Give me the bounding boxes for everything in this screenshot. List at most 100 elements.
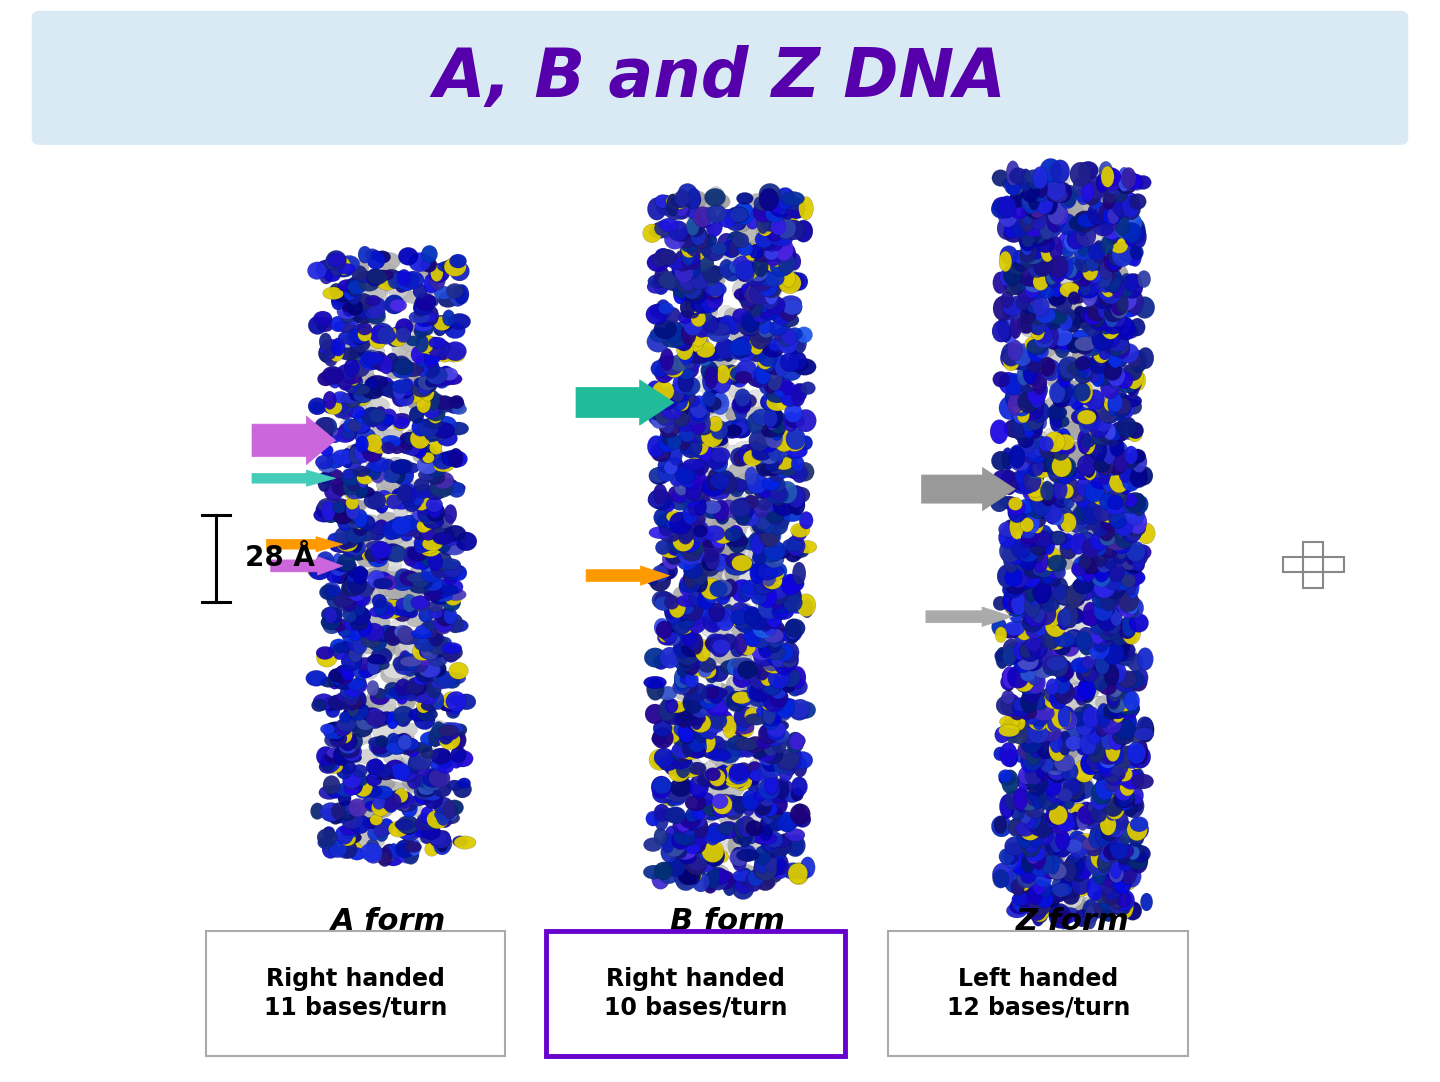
Ellipse shape	[1089, 735, 1109, 750]
Ellipse shape	[1005, 790, 1021, 810]
Ellipse shape	[452, 750, 474, 767]
Ellipse shape	[1115, 338, 1130, 358]
Ellipse shape	[729, 462, 750, 479]
Ellipse shape	[765, 837, 779, 852]
Ellipse shape	[706, 566, 730, 584]
Ellipse shape	[1030, 709, 1050, 726]
Ellipse shape	[359, 275, 380, 291]
Ellipse shape	[1051, 875, 1070, 899]
Ellipse shape	[346, 525, 366, 543]
Ellipse shape	[1051, 510, 1064, 526]
Ellipse shape	[441, 536, 458, 546]
Ellipse shape	[432, 797, 454, 814]
Ellipse shape	[420, 748, 433, 758]
Ellipse shape	[372, 285, 387, 301]
Ellipse shape	[377, 512, 397, 524]
Ellipse shape	[719, 260, 734, 278]
Ellipse shape	[1002, 299, 1022, 316]
Ellipse shape	[1110, 299, 1128, 318]
Ellipse shape	[1106, 738, 1120, 762]
Ellipse shape	[1076, 340, 1093, 355]
Ellipse shape	[762, 477, 780, 490]
Ellipse shape	[1080, 659, 1100, 682]
Ellipse shape	[1077, 808, 1089, 828]
Ellipse shape	[449, 262, 469, 281]
Ellipse shape	[779, 818, 795, 832]
Ellipse shape	[1031, 493, 1051, 516]
Ellipse shape	[1018, 408, 1038, 421]
Ellipse shape	[370, 352, 387, 370]
Ellipse shape	[1038, 436, 1054, 452]
Ellipse shape	[1048, 827, 1063, 849]
Ellipse shape	[390, 491, 412, 510]
Ellipse shape	[1099, 168, 1122, 188]
Ellipse shape	[1084, 176, 1106, 199]
Ellipse shape	[698, 690, 713, 709]
Ellipse shape	[1073, 515, 1092, 538]
Ellipse shape	[340, 801, 354, 819]
Ellipse shape	[334, 541, 348, 553]
Ellipse shape	[1048, 403, 1064, 425]
Ellipse shape	[654, 567, 674, 580]
Ellipse shape	[369, 758, 384, 778]
Ellipse shape	[1080, 554, 1102, 573]
Ellipse shape	[1099, 463, 1110, 485]
Ellipse shape	[1067, 361, 1086, 375]
Ellipse shape	[1076, 665, 1090, 682]
Ellipse shape	[793, 756, 808, 777]
Ellipse shape	[697, 774, 717, 787]
Ellipse shape	[1009, 295, 1024, 319]
Ellipse shape	[704, 663, 719, 683]
Ellipse shape	[684, 475, 701, 489]
Ellipse shape	[736, 514, 753, 526]
Ellipse shape	[348, 799, 367, 817]
Ellipse shape	[1027, 723, 1041, 742]
Ellipse shape	[390, 480, 415, 496]
Ellipse shape	[713, 794, 733, 815]
Ellipse shape	[1035, 432, 1048, 447]
Ellipse shape	[1077, 454, 1096, 476]
Ellipse shape	[1044, 432, 1066, 452]
Ellipse shape	[1100, 179, 1116, 198]
Ellipse shape	[710, 839, 730, 853]
Ellipse shape	[1005, 836, 1027, 856]
Ellipse shape	[364, 661, 383, 674]
Ellipse shape	[1011, 539, 1032, 558]
Ellipse shape	[1002, 546, 1020, 565]
Ellipse shape	[373, 794, 386, 809]
Ellipse shape	[768, 705, 788, 727]
Ellipse shape	[1060, 188, 1076, 209]
Ellipse shape	[369, 329, 387, 348]
Ellipse shape	[733, 770, 746, 789]
Ellipse shape	[1001, 674, 1014, 690]
Ellipse shape	[680, 681, 698, 697]
Ellipse shape	[680, 540, 697, 553]
Ellipse shape	[321, 426, 338, 437]
Ellipse shape	[1083, 172, 1104, 192]
Ellipse shape	[992, 371, 1009, 387]
Ellipse shape	[657, 567, 674, 579]
Ellipse shape	[1054, 479, 1067, 500]
Ellipse shape	[710, 775, 726, 788]
Ellipse shape	[416, 358, 429, 377]
Ellipse shape	[330, 750, 351, 765]
Ellipse shape	[373, 578, 393, 589]
Ellipse shape	[428, 462, 445, 477]
Ellipse shape	[1045, 185, 1064, 202]
Ellipse shape	[991, 420, 1008, 444]
Ellipse shape	[341, 469, 361, 486]
Ellipse shape	[760, 802, 778, 816]
Ellipse shape	[422, 646, 445, 659]
Ellipse shape	[734, 743, 755, 755]
Ellipse shape	[1027, 353, 1044, 368]
Ellipse shape	[707, 865, 730, 882]
Ellipse shape	[1008, 721, 1024, 740]
Ellipse shape	[433, 782, 451, 797]
Ellipse shape	[415, 637, 436, 651]
Ellipse shape	[1122, 305, 1136, 318]
Ellipse shape	[1004, 275, 1022, 295]
Ellipse shape	[766, 584, 788, 599]
Ellipse shape	[392, 387, 409, 407]
Ellipse shape	[674, 412, 696, 424]
Ellipse shape	[739, 286, 760, 306]
